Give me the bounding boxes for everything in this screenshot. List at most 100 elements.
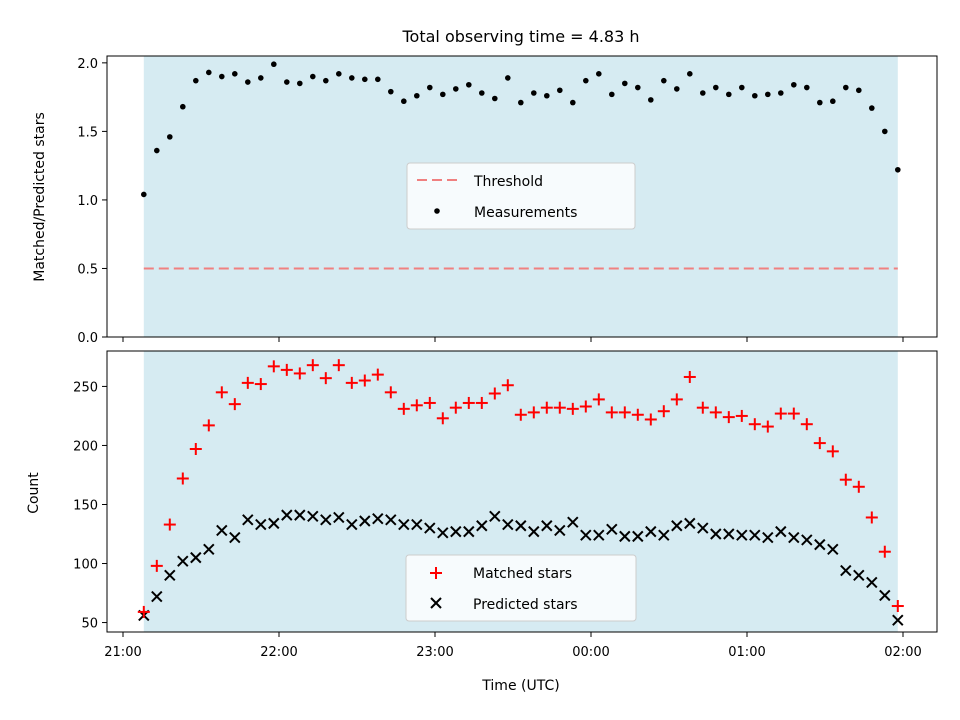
top-axes-frame (106, 55, 938, 338)
matched-star-point (332, 359, 345, 372)
matched-star-point (501, 379, 514, 392)
bottom-xlabel: Time (UTC) (481, 678, 559, 694)
predicted-star-point (489, 510, 501, 523)
measurement-point (271, 61, 277, 68)
predicted-star-point (840, 564, 852, 577)
measurement-point (791, 81, 797, 88)
measurement-point (739, 84, 745, 91)
measurement-point (336, 71, 342, 77)
matched-star-point (722, 411, 735, 424)
matched-star-point (631, 408, 644, 421)
measurement-point (206, 69, 212, 76)
matched-star-point (423, 396, 436, 409)
predicted-star-point (853, 569, 865, 582)
predicted-star-point (177, 555, 189, 567)
top-ytick-label: 1.0 (77, 194, 98, 209)
measurement-point (180, 103, 186, 110)
matched-star-point (475, 396, 488, 409)
bottom-xtick-label: 21:00 (104, 645, 141, 660)
predicted-star-point (541, 520, 553, 532)
measurement-point (297, 80, 303, 87)
bottom-ylabel: Count (26, 472, 42, 514)
top-ytick-label: 0.0 (77, 331, 98, 346)
top-ytick-label: 0.5 (77, 262, 98, 277)
matched-star-point (449, 401, 462, 414)
matched-star-point (254, 378, 267, 391)
predicted-star-point (411, 518, 423, 531)
measurement-point (726, 91, 732, 98)
matched-star-point (202, 419, 215, 432)
matched-star-point (293, 367, 306, 380)
predicted-star-point (866, 576, 878, 589)
measurement-point (583, 77, 589, 84)
predicted-star-point (697, 522, 709, 534)
legend-measurements-label: Measurements (474, 205, 577, 221)
measurement-point (193, 77, 199, 84)
predicted-star-point (190, 551, 202, 564)
matched-star-point (852, 480, 865, 493)
matched-star-point (605, 406, 618, 419)
measurement-point (804, 84, 810, 91)
matched-star-point (878, 545, 891, 558)
measurement-point (245, 79, 251, 85)
matched-star-point (371, 368, 384, 381)
predicted-star-point (775, 525, 787, 538)
predicted-star-point (385, 514, 397, 526)
bottom-panel: 50 100 150 200 250 21:00 22:00 23:00 00:00 01:00… (26, 350, 938, 694)
measurement-point (869, 105, 875, 111)
predicted-star-point (736, 529, 748, 541)
predicted-star-point (203, 543, 215, 556)
measurement-point (232, 71, 238, 77)
measurement-point (531, 90, 537, 96)
matched-star-point (566, 402, 579, 415)
matched-star-point (748, 418, 761, 431)
matched-star-point (514, 408, 527, 421)
measurement-point (687, 71, 693, 77)
measurement-point (258, 75, 264, 81)
matched-star-point (787, 407, 800, 420)
predicted-star-point (528, 525, 540, 538)
measurement-point (362, 76, 368, 83)
predicted-star-point (580, 529, 592, 541)
legend-predicted-swatch (430, 597, 442, 609)
bottom-xtick-label: 23:00 (416, 645, 453, 660)
matched-star-point (488, 387, 501, 400)
matched-star-point (644, 413, 657, 426)
bottom-xtick-label: 01:00 (728, 645, 765, 660)
bottom-ytick-label: 50 (81, 617, 98, 632)
measurement-point (518, 99, 524, 106)
measurement-point (830, 98, 836, 105)
predicted-star-point (879, 589, 891, 602)
predicted-star-point (632, 530, 644, 543)
top-panel: 0.00.51.01.52.0 Matched/Predicted stars … (32, 55, 938, 346)
matched-star-point (280, 363, 293, 376)
matched-star-point (800, 418, 813, 431)
predicted-star-point (619, 530, 631, 543)
measurement-point (167, 134, 173, 140)
matched-star-point (774, 407, 787, 420)
measurement-point (882, 128, 888, 135)
predicted-star-point (320, 514, 332, 526)
bottom-ytick-label: 250 (73, 380, 98, 395)
predicted-star-point (268, 517, 280, 530)
predicted-star-point (502, 518, 514, 531)
predicted-star-point (827, 543, 839, 556)
predicted-star-point (437, 527, 449, 539)
matched-star-point (176, 472, 189, 485)
matched-star-point (150, 559, 163, 572)
matched-star-point (306, 359, 319, 372)
measurement-point (778, 90, 784, 96)
measurement-point (648, 97, 654, 103)
matched-star-point (618, 406, 631, 419)
measurement-point (622, 80, 628, 87)
measurement-point (713, 84, 719, 91)
legend-predicted-label: Predicted stars (473, 597, 578, 613)
predicted-star-point (762, 531, 774, 544)
predicted-star-point (788, 531, 800, 544)
measurement-point (414, 92, 420, 99)
predicted-star-point (801, 534, 813, 546)
matched-star-point (384, 386, 397, 399)
measurement-point (479, 90, 485, 96)
predicted-star-point (645, 525, 657, 538)
matched-star-point (826, 445, 839, 458)
